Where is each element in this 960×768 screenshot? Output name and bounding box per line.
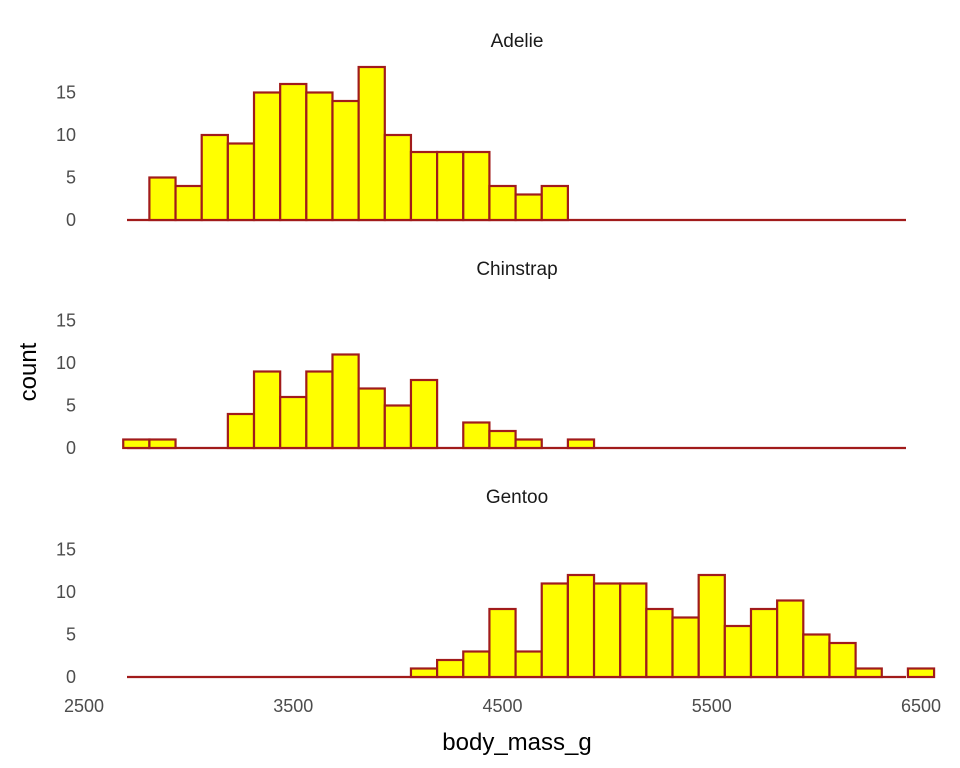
bar [619, 582, 648, 679]
bar [488, 429, 517, 450]
bar [828, 641, 857, 679]
bar [148, 176, 177, 222]
bar [409, 150, 439, 222]
bar [462, 650, 491, 679]
bar [200, 133, 229, 222]
bar [671, 616, 700, 679]
panel-chinstrap: Chinstrap 0 5 10 15 [56, 259, 906, 458]
x-tick-label: 6500 [901, 696, 941, 716]
bar [436, 658, 465, 679]
bar [906, 667, 936, 679]
bar [383, 404, 413, 450]
bar [514, 650, 543, 679]
bar [409, 378, 439, 450]
y-tick-label: 10 [56, 353, 76, 373]
bar [305, 370, 334, 450]
y-tick-label: 15 [56, 311, 76, 331]
bar [723, 624, 753, 679]
panel-adelie: Adelie 0 5 10 15 [56, 31, 906, 230]
y-tick-label: 0 [66, 438, 76, 458]
x-tick-label: 2500 [64, 696, 104, 716]
bar [383, 133, 413, 222]
bar [462, 150, 491, 222]
y-tick-label: 10 [56, 125, 76, 145]
bar [697, 573, 726, 679]
y-tick-label: 10 [56, 582, 76, 602]
x-axis: 2500 3500 4500 5500 6500 [64, 696, 941, 716]
bar [566, 573, 596, 679]
bar [749, 607, 779, 679]
y-tick-label: 5 [66, 168, 76, 188]
bar [802, 633, 831, 679]
y-tick-label: 0 [66, 667, 76, 687]
bar [279, 82, 308, 222]
bar [331, 353, 360, 450]
bar [357, 387, 386, 450]
bar [488, 607, 517, 679]
panels: Adelie 0 5 10 15 Chinstrap 0 5 10 15 Gentoo 0 5 10 15 [56, 31, 936, 687]
y-tick-label: 5 [66, 625, 76, 645]
bar [540, 582, 569, 679]
bar [776, 599, 805, 679]
y-tick-label: 15 [56, 540, 76, 560]
bar [226, 142, 256, 222]
bar [279, 395, 308, 450]
bar [566, 438, 596, 450]
bar [540, 184, 569, 222]
panel-title: Gentoo [486, 487, 548, 508]
bar [592, 582, 622, 679]
bar [488, 184, 517, 222]
x-tick-label: 4500 [482, 696, 522, 716]
y-tick-label: 5 [66, 396, 76, 416]
bar [252, 91, 282, 222]
panel-title: Chinstrap [476, 259, 557, 280]
y-axis-title: count [15, 342, 42, 401]
bar [854, 667, 883, 679]
panel-title: Adelie [491, 31, 544, 52]
x-tick-label: 5500 [692, 696, 732, 716]
bar [331, 99, 360, 222]
bar [226, 412, 256, 450]
bar [305, 91, 334, 222]
bar [514, 438, 543, 450]
bar [409, 667, 439, 679]
y-tick-label: 15 [56, 83, 76, 103]
bar [357, 65, 386, 222]
bar [148, 438, 177, 450]
panel-gentoo: Gentoo 0 5 10 15 [56, 487, 936, 687]
x-axis-title: body_mass_g [442, 729, 591, 756]
bar [645, 607, 674, 679]
y-tick-label: 0 [66, 210, 76, 230]
x-tick-label: 3500 [273, 696, 313, 716]
bar [462, 421, 491, 450]
bar [514, 193, 543, 222]
bar [252, 370, 282, 450]
bar [122, 438, 151, 450]
bar [436, 150, 465, 222]
bar [174, 184, 203, 222]
